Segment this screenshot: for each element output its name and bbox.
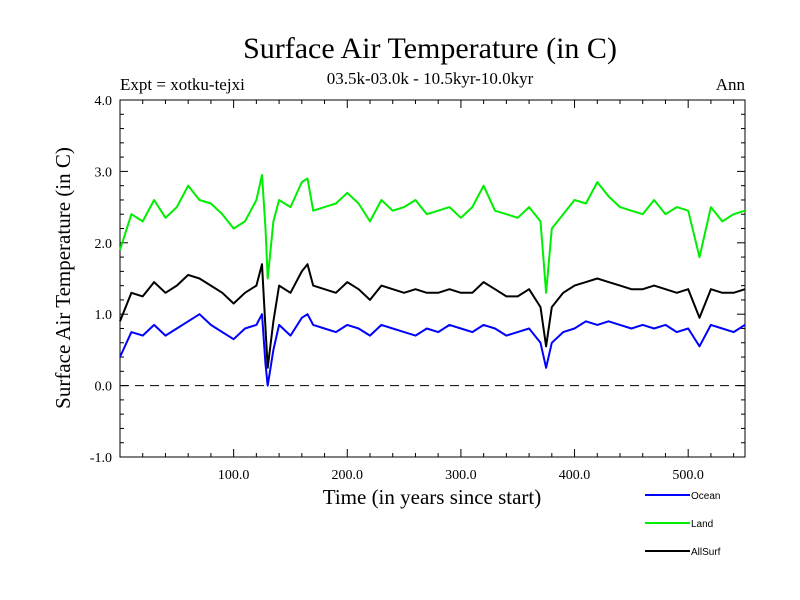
chart-title: Surface Air Temperature (in C) <box>243 32 617 65</box>
x-tick-label: 400.0 <box>559 468 591 483</box>
y-tick-label: 4.0 <box>95 94 113 109</box>
series-line-allsurf <box>119 263 746 369</box>
legend-label-ocean: Ocean <box>691 491 720 502</box>
series-line-land <box>119 174 746 294</box>
x-axis-label: Time (in years since start) <box>323 485 542 509</box>
x-tick-label: 200.0 <box>332 468 364 483</box>
x-tick-label: 100.0 <box>218 468 250 483</box>
y-axis-label: Surface Air Temperature (in C) <box>51 147 75 409</box>
x-tick-label: 300.0 <box>445 468 477 483</box>
x-tick-label: 500.0 <box>672 468 704 483</box>
axes-layer: 100.0 200.0 300.0 400.0 500.0 -1.0 0.0 1.0 2.0 3.… <box>90 94 745 483</box>
series-layer <box>119 174 746 387</box>
y-tick-label: -1.0 <box>90 451 112 466</box>
y-tick-label: 0.0 <box>95 380 113 395</box>
y-tick-label: 3.0 <box>95 165 113 180</box>
legend-label-land: Land <box>691 519 713 530</box>
legend: Ocean Land AllSurf <box>645 491 721 558</box>
y-tick-label: 2.0 <box>95 237 113 252</box>
expt-label: Expt = xotku-tejxi <box>120 75 245 94</box>
y-tick-label: 1.0 <box>95 308 113 323</box>
series-line-ocean <box>119 313 746 387</box>
plot-frame <box>119 99 746 458</box>
chart-subtitle: 03.5k-03.0k - 10.5kyr-10.0kyr <box>327 69 534 88</box>
season-label: Ann <box>716 75 746 94</box>
legend-label-allsurf: AllSurf <box>691 547 721 558</box>
